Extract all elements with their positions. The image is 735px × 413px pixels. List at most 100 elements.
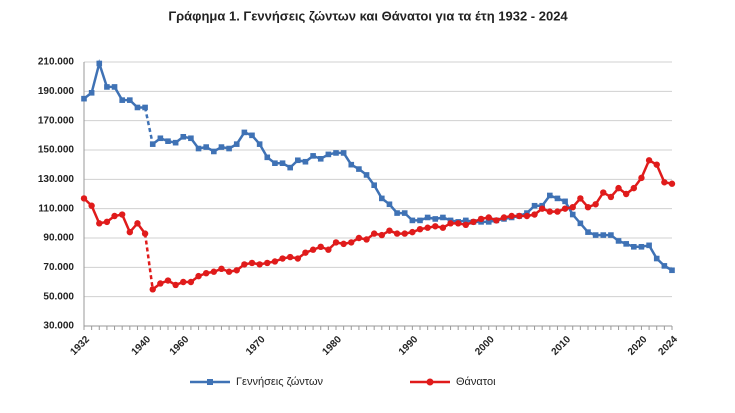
series-line-gap (143, 107, 154, 145)
point (584, 204, 592, 211)
point (271, 258, 279, 265)
legend-marker (426, 378, 434, 386)
point (233, 267, 240, 274)
point (96, 60, 103, 67)
point (600, 232, 607, 238)
point (119, 97, 125, 103)
point (554, 208, 561, 215)
point (585, 229, 591, 235)
x-tick-label: 1980 (320, 334, 344, 358)
point (371, 182, 377, 188)
point (401, 210, 408, 216)
point (111, 84, 118, 90)
point (508, 212, 515, 220)
y-tick-label: 30.000 (43, 321, 74, 332)
point (325, 246, 332, 253)
point (485, 219, 492, 225)
y-tick-label: 190.000 (38, 86, 75, 97)
point (325, 151, 332, 158)
point (218, 265, 225, 272)
point (607, 193, 615, 201)
legend-marker (207, 379, 213, 385)
point (80, 195, 88, 202)
legend-label: Γεννήσεις ζώντων (236, 376, 324, 388)
point (577, 195, 584, 202)
point (355, 234, 363, 242)
x-tick-label: 2020 (626, 334, 650, 358)
point (409, 228, 416, 236)
point (463, 217, 469, 224)
point (485, 214, 492, 221)
point (394, 210, 400, 216)
point (577, 220, 584, 227)
point (531, 202, 538, 209)
point (256, 261, 263, 268)
point (195, 272, 202, 280)
y-tick-label: 150.000 (38, 145, 75, 156)
point (348, 239, 355, 246)
y-tick-label: 210.000 (38, 57, 75, 68)
point (88, 90, 95, 96)
point (531, 211, 538, 218)
x-tick-label: 2010 (550, 334, 574, 358)
point (561, 205, 569, 212)
point (295, 157, 301, 164)
point (370, 230, 378, 237)
point (454, 220, 462, 227)
point (333, 150, 339, 156)
point (317, 156, 324, 162)
point (264, 154, 271, 161)
point (340, 150, 347, 156)
point (417, 217, 423, 224)
point (203, 144, 209, 150)
point (340, 240, 347, 248)
point (157, 135, 164, 142)
point (439, 224, 447, 231)
point (562, 198, 568, 205)
point (88, 202, 95, 209)
x-tick-label: 2000 (473, 334, 497, 358)
point (500, 214, 508, 221)
point (195, 145, 202, 152)
y-tick-label: 170.000 (38, 115, 75, 126)
point (645, 157, 653, 164)
point (103, 218, 111, 226)
point (134, 220, 141, 227)
point (623, 241, 629, 247)
point (202, 270, 210, 277)
point (104, 84, 110, 90)
series-line (151, 130, 673, 272)
point (470, 218, 477, 226)
point (600, 189, 607, 196)
point (622, 190, 630, 198)
point (188, 135, 194, 142)
point (134, 104, 141, 111)
point (248, 259, 256, 267)
point (272, 160, 278, 166)
point (424, 224, 431, 231)
point (646, 242, 652, 249)
point (615, 238, 622, 244)
point (401, 230, 408, 237)
point (294, 255, 302, 262)
point (416, 226, 424, 233)
point (256, 141, 263, 147)
x-tick-label: 2024 (656, 334, 680, 358)
point (569, 211, 576, 218)
y-tick-label: 50.000 (43, 291, 74, 302)
point (668, 180, 676, 187)
point (149, 286, 156, 293)
point (126, 228, 134, 236)
point (661, 179, 668, 186)
point (233, 141, 240, 147)
x-tick-label: 1932 (68, 334, 92, 358)
point (569, 204, 576, 211)
point (631, 244, 637, 250)
point (432, 216, 439, 222)
legend-label: Θάνατοι (456, 376, 496, 388)
point (310, 153, 316, 159)
point (477, 215, 485, 223)
point (547, 192, 553, 199)
point (386, 201, 393, 208)
point (363, 236, 370, 243)
